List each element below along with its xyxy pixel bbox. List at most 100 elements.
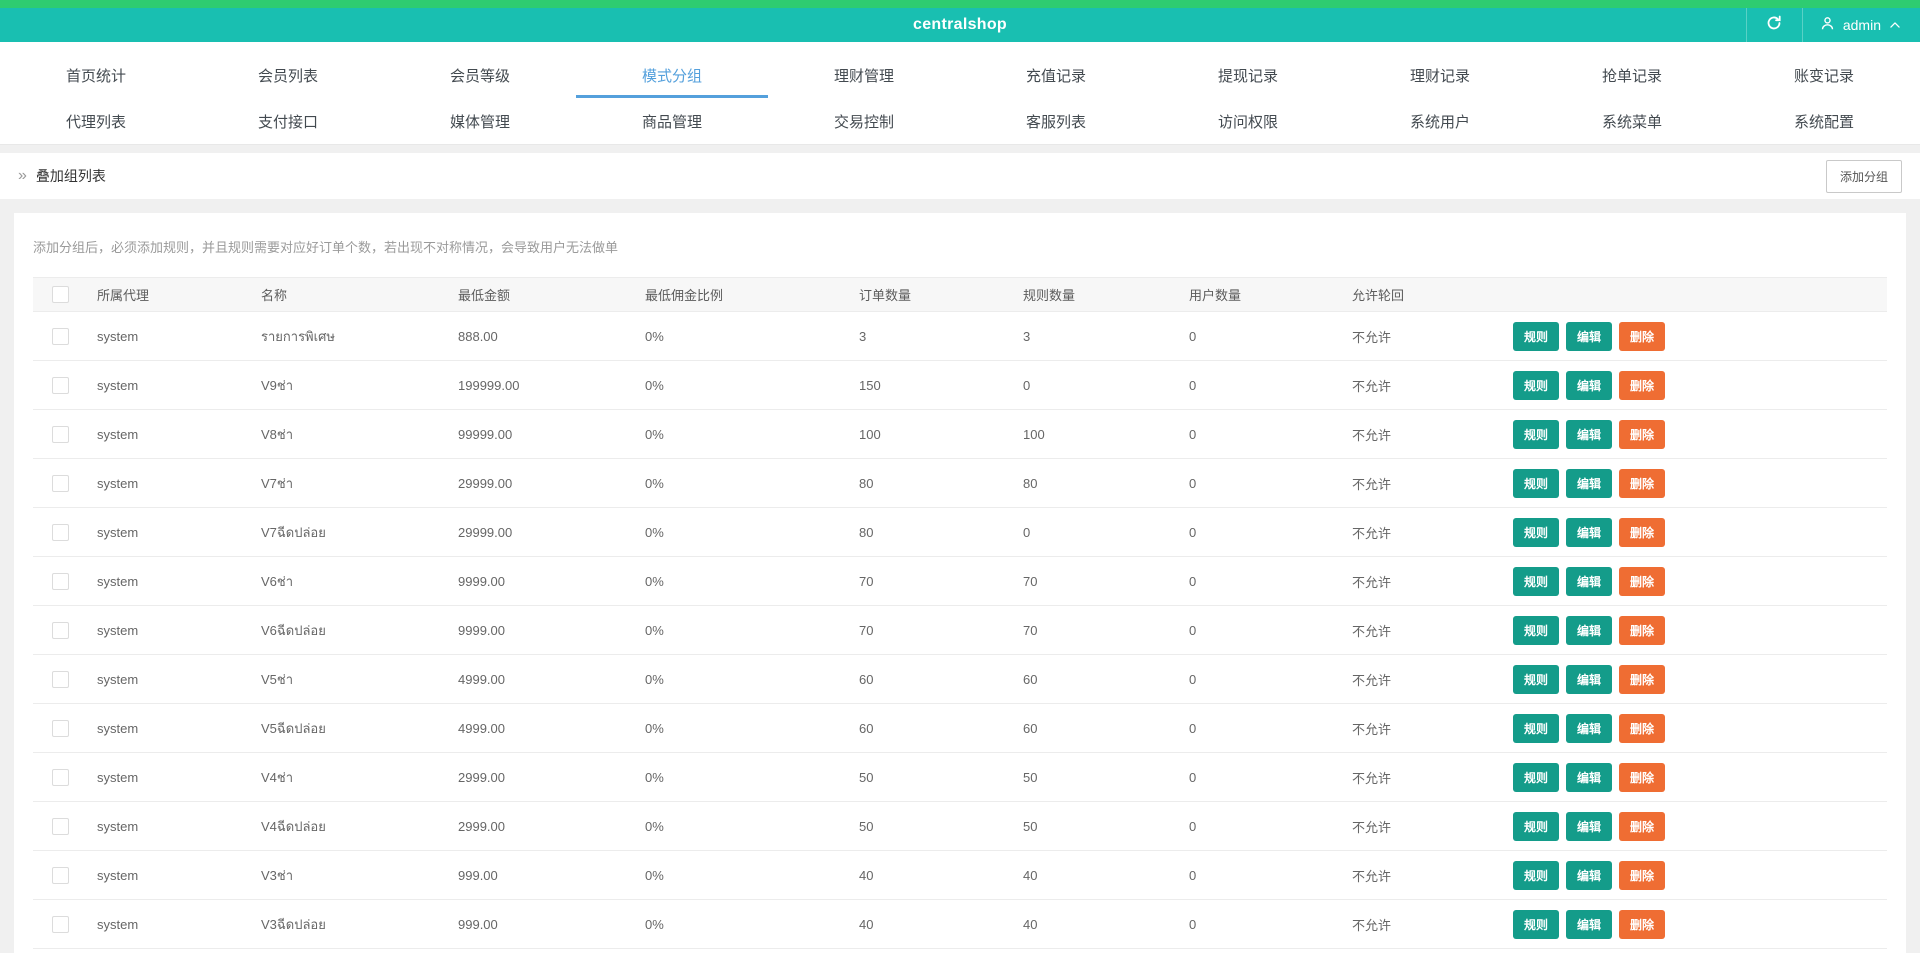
edit-button[interactable]: 编辑 — [1566, 566, 1613, 596]
edit-button[interactable]: 编辑 — [1566, 468, 1613, 498]
nav-tab[interactable]: 理财记录 — [1409, 67, 1470, 85]
cell-rules: 60 — [1023, 654, 1189, 704]
rules-button[interactable]: 规则 — [1513, 860, 1560, 890]
row-checkbox[interactable] — [52, 915, 69, 933]
nav-tab[interactable]: 代理列表 — [65, 113, 126, 131]
nav-tab[interactable]: 充值记录 — [1025, 67, 1086, 85]
delete-button[interactable]: 删除 — [1619, 321, 1666, 351]
nav-tab[interactable]: 理财管理 — [833, 67, 894, 85]
rules-button[interactable]: 规则 — [1513, 419, 1560, 449]
row-checkbox[interactable] — [52, 376, 69, 394]
cell-name: V5ช่า — [261, 654, 458, 704]
nav-tab[interactable]: 提现记录 — [1217, 67, 1278, 85]
cell-min_commission: 0% — [645, 850, 859, 900]
edit-button[interactable]: 编辑 — [1566, 419, 1613, 449]
row-actions: 规则 编辑 删除 — [1513, 409, 1887, 459]
edit-button[interactable]: 编辑 — [1566, 517, 1613, 547]
rules-button[interactable]: 规则 — [1513, 713, 1560, 743]
rules-button[interactable]: 规则 — [1513, 664, 1560, 694]
delete-button[interactable]: 删除 — [1619, 370, 1666, 400]
add-group-button[interactable]: 添加分组 — [1825, 159, 1902, 193]
rules-button[interactable]: 规则 — [1513, 762, 1560, 792]
row-checkbox[interactable] — [52, 866, 69, 884]
edit-button[interactable]: 编辑 — [1566, 321, 1613, 351]
user-name: admin — [1842, 17, 1881, 33]
delete-button[interactable]: 删除 — [1619, 468, 1666, 498]
row-checkbox[interactable] — [52, 621, 69, 639]
edit-button[interactable]: 编辑 — [1566, 860, 1613, 890]
row-select-cell — [33, 801, 97, 851]
row-checkbox[interactable] — [52, 670, 69, 688]
delete-button[interactable]: 删除 — [1619, 909, 1666, 939]
nav-tab[interactable]: 系统用户 — [1409, 113, 1470, 131]
row-checkbox[interactable] — [52, 817, 69, 835]
cell-name: V7ช่า — [261, 458, 458, 508]
nav-tab[interactable]: 客服列表 — [1025, 113, 1086, 131]
nav-tab[interactable]: 商品管理 — [641, 113, 702, 131]
cell-min_amount: 9999.00 — [458, 556, 645, 606]
delete-button[interactable]: 删除 — [1619, 762, 1666, 792]
row-actions: 规则 编辑 删除 — [1513, 507, 1887, 557]
groups-table: 所属代理 名称 最低金额 最低佣金比例 订单数量 规则数量 用户数量 允许轮回 system ร… — [33, 277, 1887, 949]
row-select-cell — [33, 703, 97, 753]
cell-agent: system — [97, 360, 261, 410]
refresh-button[interactable] — [1745, 8, 1802, 42]
edit-button[interactable]: 编辑 — [1566, 664, 1613, 694]
nav-tab[interactable]: 访问权限 — [1217, 113, 1278, 131]
rules-button[interactable]: 规则 — [1513, 811, 1560, 841]
cell-allow_loop: 不允许 — [1352, 458, 1513, 508]
nav-tab[interactable]: 模式分组 — [576, 52, 768, 98]
nav-tab[interactable]: 交易控制 — [833, 113, 894, 131]
row-checkbox[interactable] — [52, 523, 69, 541]
row-checkbox[interactable] — [52, 719, 69, 737]
cell-agent: system — [97, 703, 261, 753]
edit-button[interactable]: 编辑 — [1566, 762, 1613, 792]
edit-button[interactable]: 编辑 — [1566, 909, 1613, 939]
delete-button[interactable]: 删除 — [1619, 860, 1666, 890]
row-checkbox[interactable] — [52, 572, 69, 590]
user-menu[interactable]: admin — [1801, 8, 1920, 42]
cell-min_amount: 888.00 — [458, 311, 645, 361]
row-checkbox[interactable] — [52, 425, 69, 443]
rules-button[interactable]: 规则 — [1513, 615, 1560, 645]
edit-button[interactable]: 编辑 — [1566, 370, 1613, 400]
actions-column-header — [1513, 277, 1887, 312]
cell-rules: 40 — [1023, 899, 1189, 949]
row-actions: 规则 编辑 删除 — [1513, 458, 1887, 508]
nav-tab[interactable]: 系统菜单 — [1601, 113, 1662, 131]
row-actions: 规则 编辑 删除 — [1513, 605, 1887, 655]
delete-button[interactable]: 删除 — [1619, 615, 1666, 645]
nav-tab[interactable]: 会员列表 — [257, 67, 318, 85]
edit-button[interactable]: 编辑 — [1566, 713, 1613, 743]
row-checkbox[interactable] — [52, 768, 69, 786]
rules-button[interactable]: 规则 — [1513, 566, 1560, 596]
nav-tab[interactable]: 账变记录 — [1793, 67, 1854, 85]
delete-button[interactable]: 删除 — [1619, 664, 1666, 694]
row-checkbox[interactable] — [52, 327, 69, 345]
rules-button[interactable]: 规则 — [1513, 517, 1560, 547]
nav-tab[interactable]: 会员等级 — [449, 67, 510, 85]
select-all-checkbox[interactable] — [52, 286, 69, 303]
row-checkbox[interactable] — [52, 474, 69, 492]
delete-button[interactable]: 删除 — [1619, 811, 1666, 841]
rules-button[interactable]: 规则 — [1513, 321, 1560, 351]
rules-button[interactable]: 规则 — [1513, 909, 1560, 939]
delete-button[interactable]: 删除 — [1619, 713, 1666, 743]
rules-button[interactable]: 规则 — [1513, 370, 1560, 400]
delete-button[interactable]: 删除 — [1619, 566, 1666, 596]
cell-rules: 40 — [1023, 850, 1189, 900]
delete-button[interactable]: 删除 — [1619, 419, 1666, 449]
edit-button[interactable]: 编辑 — [1566, 811, 1613, 841]
nav-tab[interactable]: 抢单记录 — [1601, 67, 1662, 85]
nav-tab[interactable]: 媒体管理 — [449, 113, 510, 131]
rules-button[interactable]: 规则 — [1513, 468, 1560, 498]
delete-button[interactable]: 删除 — [1619, 517, 1666, 547]
table-row: system V6ฉีดปล่อย 9999.00 0% 70 70 0 不允许 规则 编辑 删除 — [33, 605, 1887, 655]
nav-tab[interactable]: 系统配置 — [1793, 113, 1854, 131]
row-select-cell — [33, 556, 97, 606]
nav-tab[interactable]: 首页统计 — [65, 67, 126, 85]
nav-tab[interactable]: 支付接口 — [257, 113, 318, 131]
cell-name: V6ช่า — [261, 556, 458, 606]
row-actions: 规则 编辑 删除 — [1513, 850, 1887, 900]
edit-button[interactable]: 编辑 — [1566, 615, 1613, 645]
